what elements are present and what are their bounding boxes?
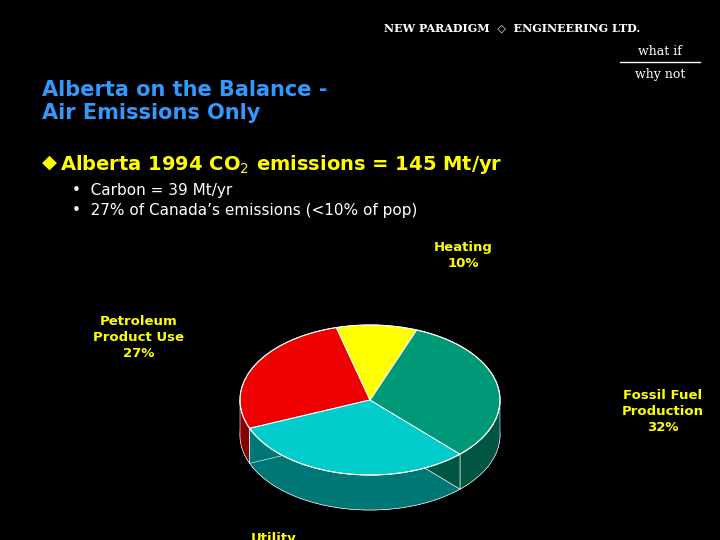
Polygon shape [240,400,250,463]
Text: Utility
Electrical
Generation
31%: Utility Electrical Generation 31% [232,532,315,540]
Text: Air Emissions Only: Air Emissions Only [42,103,261,123]
Ellipse shape [240,360,500,510]
Text: NEW PARADIGM  ◇  ENGINEERING LTD.: NEW PARADIGM ◇ ENGINEERING LTD. [384,23,640,33]
Polygon shape [250,428,460,510]
Polygon shape [240,328,370,428]
Polygon shape [250,400,460,475]
Polygon shape [370,400,460,489]
Polygon shape [460,401,500,489]
Text: Heating
10%: Heating 10% [434,241,493,269]
Polygon shape [250,400,370,463]
Text: Fossil Fuel
Production
32%: Fossil Fuel Production 32% [621,389,703,434]
Text: ◆: ◆ [42,153,57,172]
Polygon shape [336,325,417,400]
Polygon shape [250,400,370,463]
Text: Petroleum
Product Use
27%: Petroleum Product Use 27% [93,315,184,360]
Text: •  27% of Canada’s emissions (<10% of pop): • 27% of Canada’s emissions (<10% of pop… [72,203,418,218]
Text: •  Carbon = 39 Mt/yr: • Carbon = 39 Mt/yr [72,183,233,198]
Polygon shape [370,330,500,454]
Text: what if: what if [638,45,682,58]
Text: why not: why not [635,68,685,81]
Polygon shape [370,400,460,489]
Text: Alberta on the Balance -: Alberta on the Balance - [42,80,328,100]
Text: Alberta 1994 CO$_2$ emissions = 145 Mt/yr: Alberta 1994 CO$_2$ emissions = 145 Mt/y… [60,153,503,176]
